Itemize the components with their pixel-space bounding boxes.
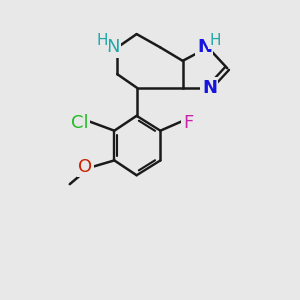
Text: O: O — [78, 158, 92, 176]
Text: F: F — [183, 114, 193, 132]
Text: H: H — [96, 33, 108, 48]
Text: Cl: Cl — [71, 114, 89, 132]
Text: N: N — [197, 38, 212, 56]
Text: H: H — [210, 32, 221, 47]
Text: N: N — [106, 38, 120, 56]
Text: N: N — [202, 79, 217, 97]
